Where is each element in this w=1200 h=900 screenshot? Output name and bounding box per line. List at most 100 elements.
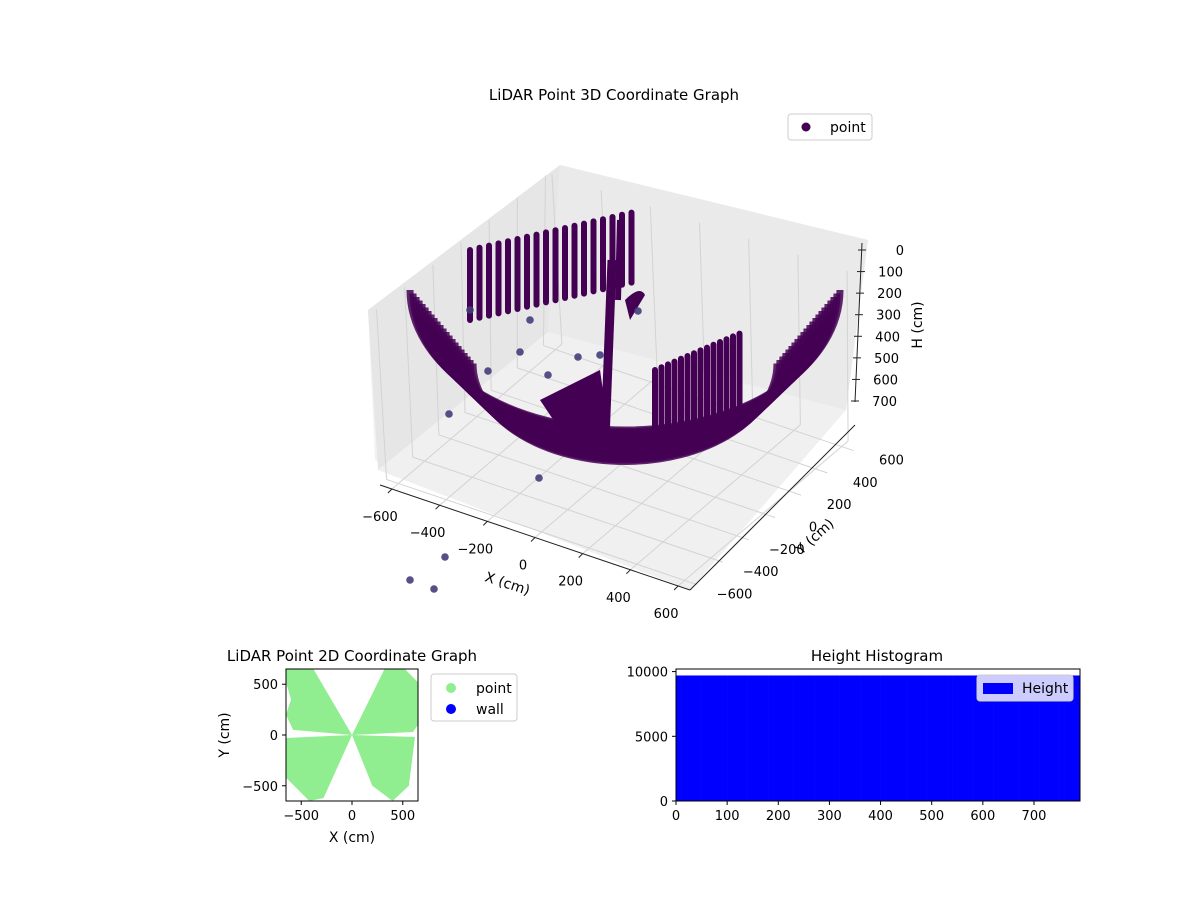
x-tick-label-histogram: 100 — [715, 809, 740, 824]
x-tick-label-2d: 500 — [390, 809, 415, 824]
histogram-bar — [1013, 675, 1019, 801]
histogram-bar — [711, 675, 718, 801]
ticks-histogram: 0 100 200 300 400 500 600 700 0 5000 10000 — [627, 666, 1047, 824]
data-point — [445, 410, 453, 418]
histogram-bar — [890, 675, 897, 801]
point-cluster — [625, 291, 645, 320]
y-tick-label-3d: −600 — [717, 587, 753, 602]
histogram-bar — [936, 675, 943, 801]
histogram-bar — [798, 675, 805, 801]
histogram-bar — [972, 675, 979, 801]
histogram-bar — [895, 675, 902, 801]
histogram-bar — [752, 675, 759, 801]
histogram-bar — [762, 675, 769, 801]
histogram-bar — [773, 675, 779, 801]
histogram-bar — [1069, 675, 1076, 801]
histogram-bar — [962, 675, 968, 801]
histogram-bar — [829, 675, 835, 801]
histogram-bar — [870, 675, 876, 801]
x-tick-3d — [626, 569, 631, 575]
histogram-bar — [906, 675, 912, 801]
y-tick-label-histogram: 5000 — [635, 730, 668, 745]
legend-3d-box — [787, 113, 873, 141]
chart-2d-title: LiDAR Point 2D Coordinate Graph — [227, 647, 477, 665]
legend-3d-label-point: point — [830, 120, 866, 136]
point-column — [615, 219, 623, 301]
x-tick-3d — [482, 520, 488, 526]
y-axis-3d — [689, 424, 856, 591]
y-tick-label-3d: 600 — [879, 454, 904, 469]
z-tick-label-3d: 300 — [876, 309, 901, 324]
z-tick-label-3d: 200 — [877, 287, 902, 302]
pane-back-right — [548, 165, 868, 410]
histogram-bar — [839, 675, 846, 801]
x-tick-label-3d: 0 — [519, 559, 527, 574]
legend-histogram-box — [976, 674, 1074, 702]
z-tick-label-3d: 700 — [872, 395, 897, 410]
data-point — [516, 348, 524, 356]
histogram-bar — [722, 675, 728, 801]
pane-back-left — [368, 165, 560, 470]
grid-line — [649, 206, 658, 377]
histogram-bar — [696, 675, 702, 801]
histogram-bar — [880, 675, 886, 801]
x-tick-3d — [530, 537, 536, 542]
x-axis-label-3d: X (cm) — [483, 569, 532, 599]
histogram-bar — [1003, 675, 1009, 801]
point-region — [352, 735, 415, 801]
y-tick-label-2d: −500 — [242, 780, 278, 795]
histogram-bar — [916, 675, 922, 801]
histogram-bar — [788, 675, 794, 801]
data-point — [484, 367, 492, 375]
histogram-bar — [1049, 675, 1055, 801]
x-tick-label-histogram: 500 — [919, 809, 944, 824]
histogram-bar — [860, 675, 866, 801]
chart-3d-title: LiDAR Point 3D Coordinate Graph — [489, 86, 739, 104]
x-tick-label-3d: 200 — [558, 575, 583, 590]
histogram-bar — [941, 675, 948, 801]
histogram-bar — [957, 675, 963, 801]
histogram-bar — [676, 675, 682, 801]
histogram-bar — [926, 675, 932, 801]
plot-frame-histogram — [675, 668, 1081, 802]
ticks-2d: −500 0 500 500 0 −500 — [242, 678, 415, 824]
histogram-bar — [1008, 675, 1014, 801]
z-axis-label-3d: H (cm) — [910, 301, 926, 348]
data-point — [535, 474, 543, 482]
histogram-bar — [681, 675, 687, 801]
z-tick-label-3d: 0 — [896, 244, 904, 259]
legend-histogram-label: Height — [1022, 681, 1069, 697]
x-tick-label-3d: −200 — [457, 542, 493, 557]
histogram-bar — [1059, 675, 1065, 801]
histogram-bar — [1074, 675, 1081, 801]
histogram-bar — [819, 675, 825, 801]
point-ring — [469, 363, 781, 465]
histogram-bar — [1039, 675, 1045, 801]
histogram-bar — [977, 675, 984, 801]
data-point — [466, 306, 474, 314]
legend-histogram-swatch — [983, 683, 1013, 694]
z-axis-3d — [854, 242, 863, 403]
data-point — [634, 307, 642, 315]
x-axis-label-2d: X (cm) — [329, 830, 375, 846]
grid-line — [404, 287, 414, 458]
point-region — [352, 669, 418, 735]
histogram-bar — [706, 675, 713, 801]
z-tick-label-3d: 100 — [878, 266, 903, 281]
histogram-bar — [808, 675, 815, 801]
data-point — [574, 353, 582, 361]
x-tick-label-histogram: 600 — [970, 809, 995, 824]
x-tick-label-2d: 0 — [348, 809, 356, 824]
point-column — [600, 259, 617, 441]
legend-3d: point — [787, 113, 873, 141]
x-tick-3d — [578, 553, 584, 559]
legend-histogram: Height — [976, 674, 1074, 702]
histogram-bar — [686, 675, 692, 801]
histogram-bars — [676, 675, 1081, 801]
x-tick-3d — [387, 488, 393, 494]
grid-line — [412, 456, 723, 563]
z-tick-label-3d: 400 — [875, 330, 900, 345]
x-tick-label-2d: −500 — [283, 809, 319, 824]
histogram-bar — [747, 675, 754, 801]
histogram-bar — [783, 675, 789, 801]
